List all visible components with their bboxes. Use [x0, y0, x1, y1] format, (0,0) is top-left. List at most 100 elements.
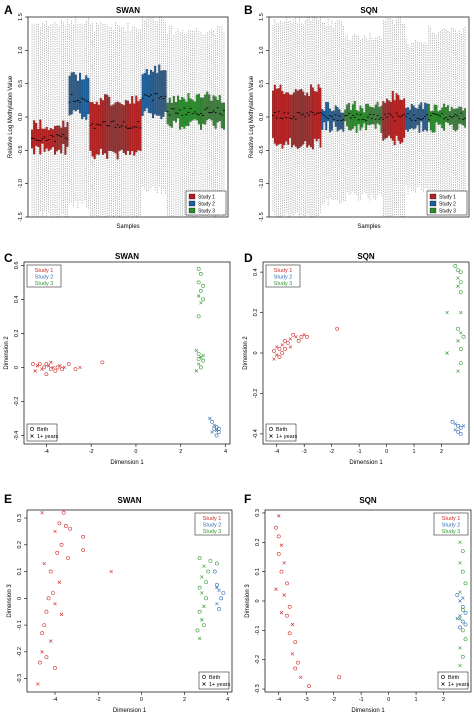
box: [325, 102, 328, 131]
data-point-stroke: [456, 339, 460, 343]
box: [317, 84, 320, 139]
data-point: [215, 585, 219, 590]
panel-label: E: [4, 492, 12, 506]
data-point-stroke: [40, 650, 44, 654]
data-point: [461, 596, 465, 600]
box: [369, 106, 371, 126]
box: [49, 128, 52, 150]
data-point: [458, 625, 462, 630]
box: [429, 111, 432, 131]
y-tick-label: 0: [14, 366, 20, 369]
data-point: [276, 552, 281, 556]
box: [162, 69, 165, 117]
data-point: [48, 367, 53, 372]
legend-label: Birth: [448, 675, 459, 681]
y-tick-label: 0.3: [17, 514, 23, 522]
data-point: [450, 419, 455, 424]
data-point: [73, 367, 78, 372]
data-point: [202, 604, 206, 609]
data-point-stroke: [290, 622, 295, 627]
box: [145, 68, 148, 109]
box: [58, 125, 61, 150]
data-point: [275, 353, 279, 357]
y-tick-label: -1.5: [259, 212, 265, 221]
data-point-stroke: [445, 310, 449, 315]
box: [304, 95, 307, 142]
data-point: [204, 580, 209, 585]
legend-box: [265, 264, 301, 288]
box: [441, 107, 444, 129]
box: [152, 71, 155, 119]
data-point: [453, 264, 458, 268]
legend-marker: [269, 434, 273, 438]
box: [273, 84, 276, 144]
box: [376, 101, 379, 124]
box: [85, 75, 88, 120]
x-tick-label: 1: [413, 449, 416, 455]
data-point: [200, 591, 204, 595]
legend-swatch: [429, 193, 437, 200]
data-point-stroke: [282, 561, 286, 565]
data-point: [456, 429, 460, 434]
box: [177, 95, 180, 119]
legend-label: Study 3: [442, 529, 461, 535]
legend-marker: [30, 427, 34, 431]
box: [179, 99, 182, 130]
box: [272, 90, 274, 138]
data-point: [458, 290, 463, 295]
data-point: [283, 338, 287, 343]
data-point: [194, 348, 199, 353]
box: [422, 108, 425, 132]
legend-label: Study 3: [35, 281, 54, 287]
legend-swatch: [188, 200, 196, 207]
box: [431, 110, 434, 133]
data-point: [458, 431, 463, 436]
legend-label: Birth: [209, 675, 220, 681]
box: [149, 69, 152, 114]
x-tick-label: 4: [224, 449, 227, 455]
data-point-stroke: [199, 301, 203, 305]
y-tick-label: 0.4: [14, 296, 20, 304]
box: [112, 104, 115, 152]
x-tick-label: -1: [359, 697, 364, 703]
data-point-stroke: [62, 365, 67, 370]
x-tick-label: -4: [53, 697, 58, 703]
box: [408, 109, 411, 130]
data-point: [202, 564, 206, 568]
box: [131, 96, 134, 151]
data-point-stroke: [282, 593, 286, 597]
box: [292, 92, 295, 145]
data-point-stroke: [277, 514, 281, 518]
y-tick-label: 0.4: [253, 268, 259, 276]
data-point: [196, 314, 201, 319]
x-tick-label: -2: [331, 697, 336, 703]
box: [296, 90, 299, 149]
box: [378, 107, 381, 125]
box: [104, 94, 107, 154]
x-tick-label: -4: [274, 449, 279, 455]
chart-title: SWAN: [115, 252, 139, 261]
data-point: [458, 280, 463, 285]
box: [427, 103, 430, 123]
data-point-stroke: [458, 561, 462, 565]
data-point: [298, 675, 303, 680]
data-point-stroke: [455, 616, 459, 621]
x-tick-label: 4: [226, 697, 229, 703]
box: [355, 110, 358, 133]
legend-label: Study 3: [203, 529, 222, 535]
box: [389, 101, 392, 139]
data-point: [37, 362, 42, 366]
data-point: [194, 369, 199, 373]
data-point: [279, 569, 284, 574]
box: [222, 102, 225, 130]
data-point-stroke: [109, 569, 113, 574]
data-point: [216, 430, 221, 434]
data-point-stroke: [208, 416, 212, 421]
data-point-stroke: [275, 353, 279, 357]
data-point: [42, 365, 47, 370]
data-point: [458, 347, 463, 351]
data-point-stroke: [46, 364, 51, 368]
data-point: [53, 368, 58, 373]
legend-box: [26, 423, 58, 442]
data-point: [208, 558, 213, 563]
